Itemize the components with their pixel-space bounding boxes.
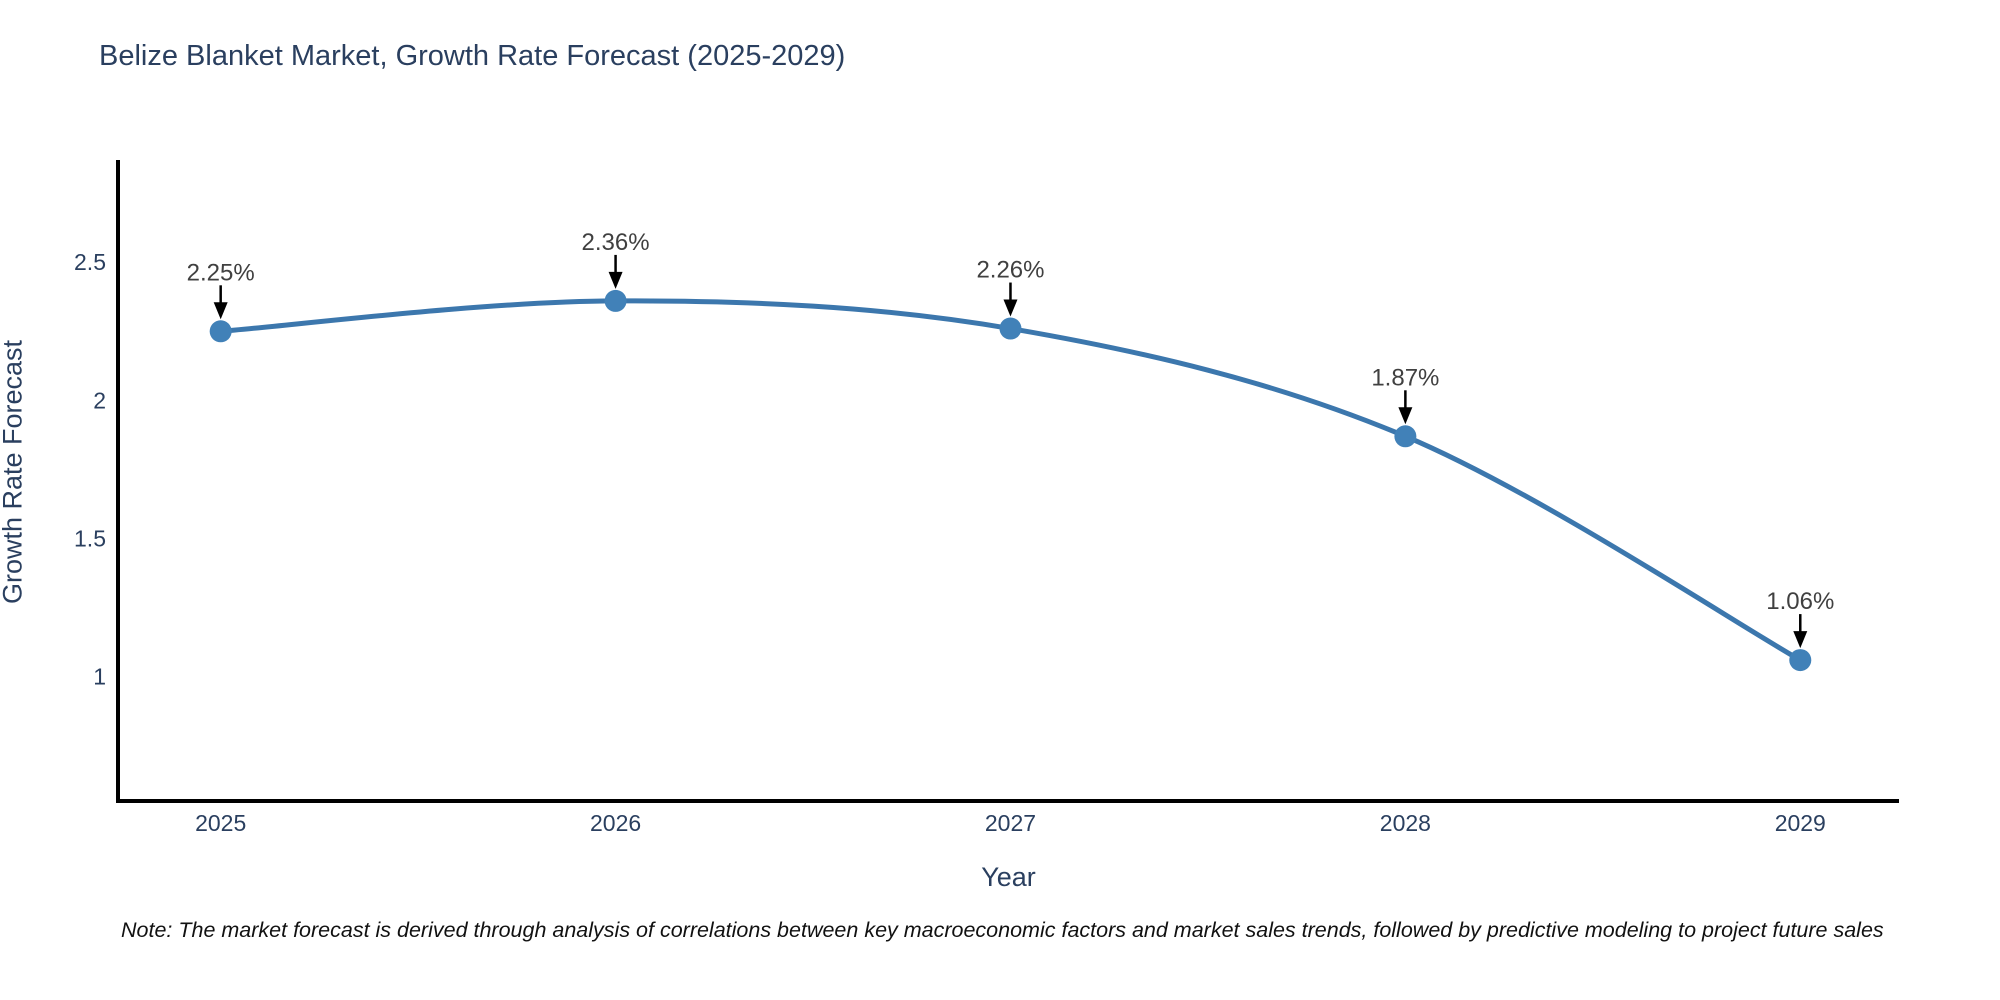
y-tick-label: 1 [93,664,106,690]
data-point-marker[interactable] [999,317,1022,340]
x-tick-label: 2028 [1380,810,1431,836]
point-annotation-label: 1.06% [1766,588,1834,615]
data-point-marker[interactable] [209,320,232,343]
data-point-marker[interactable] [604,289,627,312]
annotation-arrowhead [213,302,228,320]
annotation-arrowhead [1793,631,1808,649]
point-annotation-label: 1.87% [1371,364,1439,391]
y-tick-label: 2 [93,387,106,413]
y-axis-title: Growth Rate Forecast [0,339,28,605]
data-point-marker[interactable] [1394,425,1417,448]
data-point-marker[interactable] [1789,649,1812,672]
annotation-arrowhead [1003,299,1018,317]
footnote: Note: The market forecast is derived thr… [121,918,1884,942]
chart-title: Belize Blanket Market, Growth Rate Forec… [99,40,846,72]
annotation-arrowhead [608,271,623,289]
x-tick-label: 2029 [1775,810,1826,836]
point-annotation-label: 2.26% [976,257,1044,284]
line-series [220,298,1802,663]
annotation-arrowhead [1398,407,1413,425]
x-tick-label: 2025 [195,810,246,836]
x-tick-label: 2026 [590,810,641,836]
y-tick-label: 2.5 [74,249,106,275]
point-annotation-label: 2.36% [582,229,650,256]
point-annotation-label: 2.25% [187,259,255,286]
x-tick-label: 2027 [985,810,1036,836]
y-tick-label: 1.5 [74,526,106,552]
x-axis-title: Year [981,862,1036,892]
